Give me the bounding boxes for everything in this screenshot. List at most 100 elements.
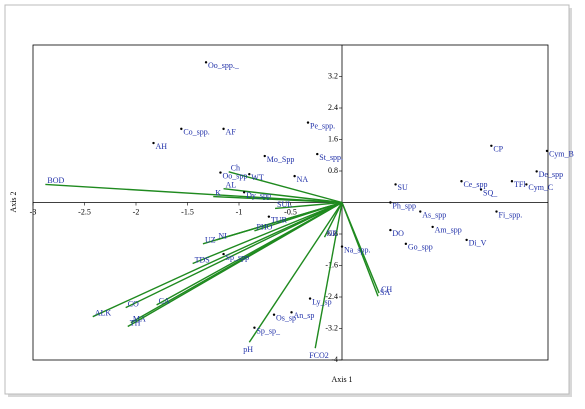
species-point — [389, 201, 392, 204]
y-tick-label: -4 — [331, 355, 338, 364]
vector-label: UZ — [205, 236, 216, 245]
y-tick-label: -2.4 — [325, 292, 338, 301]
species-point — [306, 121, 310, 124]
species-label: Go_spp — [408, 243, 433, 252]
species-point — [253, 326, 256, 329]
x-tick-label: -0.5 — [284, 207, 297, 216]
env-vector — [156, 201, 343, 306]
species-label: Sp_sp_ — [256, 327, 281, 336]
y-tick-label: 1.6 — [328, 134, 338, 143]
vector-label: NR — [326, 229, 338, 238]
vector-label: MA — [133, 314, 146, 323]
x-tick-label: -2.5 — [78, 207, 91, 216]
vector-label: Ch — [231, 164, 240, 173]
vector-label: TH — [130, 318, 141, 327]
species-point — [290, 311, 293, 314]
species-label: Ph_spp — [392, 201, 416, 210]
vector-label: BOD — [47, 176, 64, 185]
x-tick-label: -1.5 — [181, 207, 194, 216]
species-label: Pe_spp. — [310, 121, 335, 130]
species-point — [394, 183, 397, 186]
species-point — [222, 252, 225, 256]
y-tick-label: 2.4 — [328, 103, 338, 112]
vector-label: ALK — [95, 309, 112, 318]
species-point — [293, 174, 296, 178]
species-label: Ly_sp — [312, 297, 332, 306]
species-label: NA — [297, 175, 309, 184]
x-tick-label: -1 — [236, 207, 243, 216]
env-vector — [213, 195, 343, 204]
species-point — [510, 180, 514, 183]
vector-label: TDS — [195, 255, 210, 264]
species-label: TFl — [514, 180, 526, 189]
species-label: An_sp — [294, 311, 315, 320]
species-point — [545, 149, 549, 153]
species-point — [460, 180, 463, 183]
env-vector — [92, 201, 343, 318]
species-label: TUR — [271, 216, 288, 225]
species-label: Co_spp. — [183, 128, 209, 137]
species-label: Di_V — [469, 239, 487, 248]
species-point — [248, 172, 251, 176]
vector-label: CA — [159, 297, 170, 306]
species-label: Cym_B — [549, 150, 574, 159]
species-label: Mo_Spp — [267, 155, 295, 164]
y-tick-label: 0.8 — [328, 166, 338, 175]
vector-label: PHO — [256, 223, 272, 232]
species-point — [204, 61, 208, 64]
vector-label: pH — [243, 345, 253, 354]
env-vector — [125, 201, 343, 309]
species-label: Na_spp. — [344, 245, 370, 254]
env-vector — [323, 202, 343, 238]
species-label: Oo_spp — [222, 171, 247, 180]
env-vector — [254, 201, 343, 232]
species-point — [495, 210, 498, 213]
species-label: SU — [398, 183, 408, 192]
species-label: Os_sp — [276, 314, 296, 323]
vector-label: CO — [128, 299, 139, 308]
env-vector — [274, 201, 343, 210]
species-label: SQ_ — [483, 188, 498, 197]
species-point — [525, 183, 528, 186]
x-tick-label: -3 — [30, 207, 37, 216]
y-tick-label: -3.2 — [325, 323, 338, 332]
species-point — [242, 191, 246, 194]
y-tick-label: 3.2 — [328, 71, 338, 80]
env-vector — [228, 171, 343, 204]
species-point — [431, 225, 434, 229]
species-label: De_spp — [539, 170, 563, 179]
env-vector — [248, 202, 343, 343]
species-point — [479, 188, 483, 191]
vector-label: NI — [218, 232, 227, 241]
species-point — [308, 297, 312, 300]
species-point — [465, 238, 468, 242]
species-label: AF — [226, 128, 237, 137]
species-label: WT — [251, 173, 264, 182]
species-point — [419, 210, 422, 213]
species-label: As_spp — [422, 210, 446, 219]
species-point — [180, 127, 183, 131]
species-point — [267, 215, 271, 218]
env-vector — [127, 201, 343, 328]
species-point — [219, 171, 222, 174]
species-label: Ce_spp — [463, 180, 487, 189]
y-tick-label: -1.6 — [325, 260, 338, 269]
species-point — [152, 141, 155, 145]
species-point — [404, 242, 408, 246]
species-point — [340, 245, 344, 248]
species-label: Oo_spp._ — [208, 61, 240, 70]
env-vector — [223, 188, 343, 204]
species-label: Dy_spp — [246, 191, 271, 200]
species-label: CP — [493, 145, 503, 154]
species-point — [222, 127, 225, 131]
species-point — [263, 154, 266, 158]
env-vector — [341, 202, 379, 297]
env-vector — [192, 201, 343, 265]
species-point — [490, 144, 493, 147]
species-label: Sp_spp — [226, 253, 250, 262]
vector-label: AL — [226, 181, 237, 190]
x-axis-label: Axis 1 — [331, 375, 352, 384]
species-label: St_spp. — [319, 153, 343, 162]
vector-label: SUL — [277, 200, 292, 209]
